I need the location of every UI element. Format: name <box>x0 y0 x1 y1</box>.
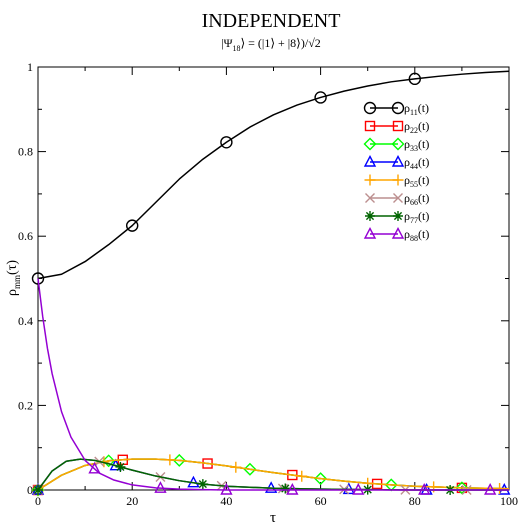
legend-marker <box>391 226 405 239</box>
y-axis-label: ρmm(τ) <box>5 260 22 296</box>
legend-marker <box>363 154 377 167</box>
data-point <box>352 482 365 495</box>
data-point <box>314 91 327 104</box>
data-point <box>455 481 469 495</box>
series-5 <box>32 454 510 496</box>
data-point <box>33 485 43 495</box>
data-point <box>164 454 176 466</box>
ylabel-post: (τ) <box>5 260 20 275</box>
data-point <box>243 462 257 476</box>
y-tick-label: 0.4 <box>18 314 33 328</box>
series-8 <box>37 278 509 495</box>
ylabel-main: ρ <box>5 289 20 296</box>
y-tick-label: 0.6 <box>18 229 33 243</box>
legend-marker <box>364 120 376 132</box>
y-tick-label: 0.8 <box>18 145 33 159</box>
legend-label: ρ22(t) <box>404 119 429 135</box>
legend-marker <box>364 174 376 186</box>
y-tick-label: 0.2 <box>18 398 33 412</box>
legend-item-6: ρ66(t) <box>365 191 429 207</box>
data-point <box>172 453 186 467</box>
legend-marker <box>365 193 375 203</box>
legend-label: ρ44(t) <box>404 155 429 171</box>
y-tick-label: 1 <box>27 60 33 74</box>
x-tick-label: 40 <box>220 494 232 508</box>
legend-label: ρ77(t) <box>404 209 429 225</box>
x-tick-label: 100 <box>500 494 518 508</box>
legend-marker <box>392 174 404 186</box>
legend: ρ11(t) ρ22(t) ρ33(t) ρ44(t) ρ55(t) ρ66(t) ρ77(… <box>363 101 429 243</box>
x-tick-label: 80 <box>409 494 421 508</box>
data-point <box>230 461 242 473</box>
legend-marker <box>365 211 375 221</box>
legend-marker <box>391 137 405 151</box>
legend-item-1: ρ11(t) <box>363 101 429 117</box>
series-line-1 <box>37 70 510 280</box>
chart-title: INDEPENDENT <box>202 10 341 32</box>
data-point <box>88 461 101 474</box>
legend-marker <box>363 101 377 115</box>
chart-subtitle: |Ψ18⟩ = (|1⟩ + |8⟩)/√2 <box>221 36 321 53</box>
data-point <box>408 72 421 86</box>
data-point <box>286 482 299 495</box>
data-point <box>280 483 291 494</box>
subtitle-sub: 18 <box>232 44 240 53</box>
legend-marker <box>391 154 405 167</box>
legend-item-3: ρ33(t) <box>363 137 429 153</box>
data-point <box>197 479 208 490</box>
legend-item-4: ρ44(t) <box>363 154 429 171</box>
legend-item-5: ρ55(t) <box>364 173 429 189</box>
subtitle-post: ⟩ = (|1⟩ + |8⟩)/√2 <box>240 36 320 50</box>
data-point <box>102 454 116 468</box>
legend-item-8: ρ88(t) <box>363 226 429 243</box>
subtitle-pre: |Ψ <box>221 36 232 50</box>
legend-item-2: ρ22(t) <box>364 119 429 135</box>
legend-label: ρ88(t) <box>404 227 429 243</box>
legend-label: ρ55(t) <box>404 173 429 189</box>
ylabel-sub: mm <box>12 275 22 289</box>
legend-marker <box>393 211 403 221</box>
legend-marker <box>392 120 404 132</box>
plot-area: 0 20 40 60 80 100 0 0.2 0.4 0.6 0.8 1 <box>18 60 518 508</box>
x-tick-label: 60 <box>315 494 327 508</box>
y-tick-label: 0 <box>27 483 33 497</box>
legend-marker <box>363 226 377 239</box>
data-point <box>296 470 308 482</box>
series-line-7 <box>37 458 509 491</box>
x-axis-label: τ <box>270 510 276 526</box>
data-point <box>220 482 233 495</box>
data-point <box>484 482 497 495</box>
data-point <box>494 483 506 495</box>
data-point <box>125 219 139 232</box>
data-point <box>418 482 431 495</box>
legend-item-7: ρ77(t) <box>365 209 429 225</box>
data-point <box>154 481 167 493</box>
series-1 <box>31 70 510 285</box>
legend-marker <box>363 137 377 151</box>
series-line-8 <box>37 278 509 491</box>
data-point <box>220 136 233 149</box>
x-tick-label: 20 <box>126 494 138 508</box>
data-point <box>115 461 126 472</box>
legend-label: ρ33(t) <box>404 137 429 153</box>
legend-marker <box>391 101 405 115</box>
x-tick-label: 0 <box>35 494 41 508</box>
plot-frame <box>37 66 510 491</box>
legend-label: ρ11(t) <box>404 101 429 117</box>
legend-label: ρ66(t) <box>404 191 429 207</box>
data-point <box>314 472 328 486</box>
legend-marker <box>393 193 403 203</box>
